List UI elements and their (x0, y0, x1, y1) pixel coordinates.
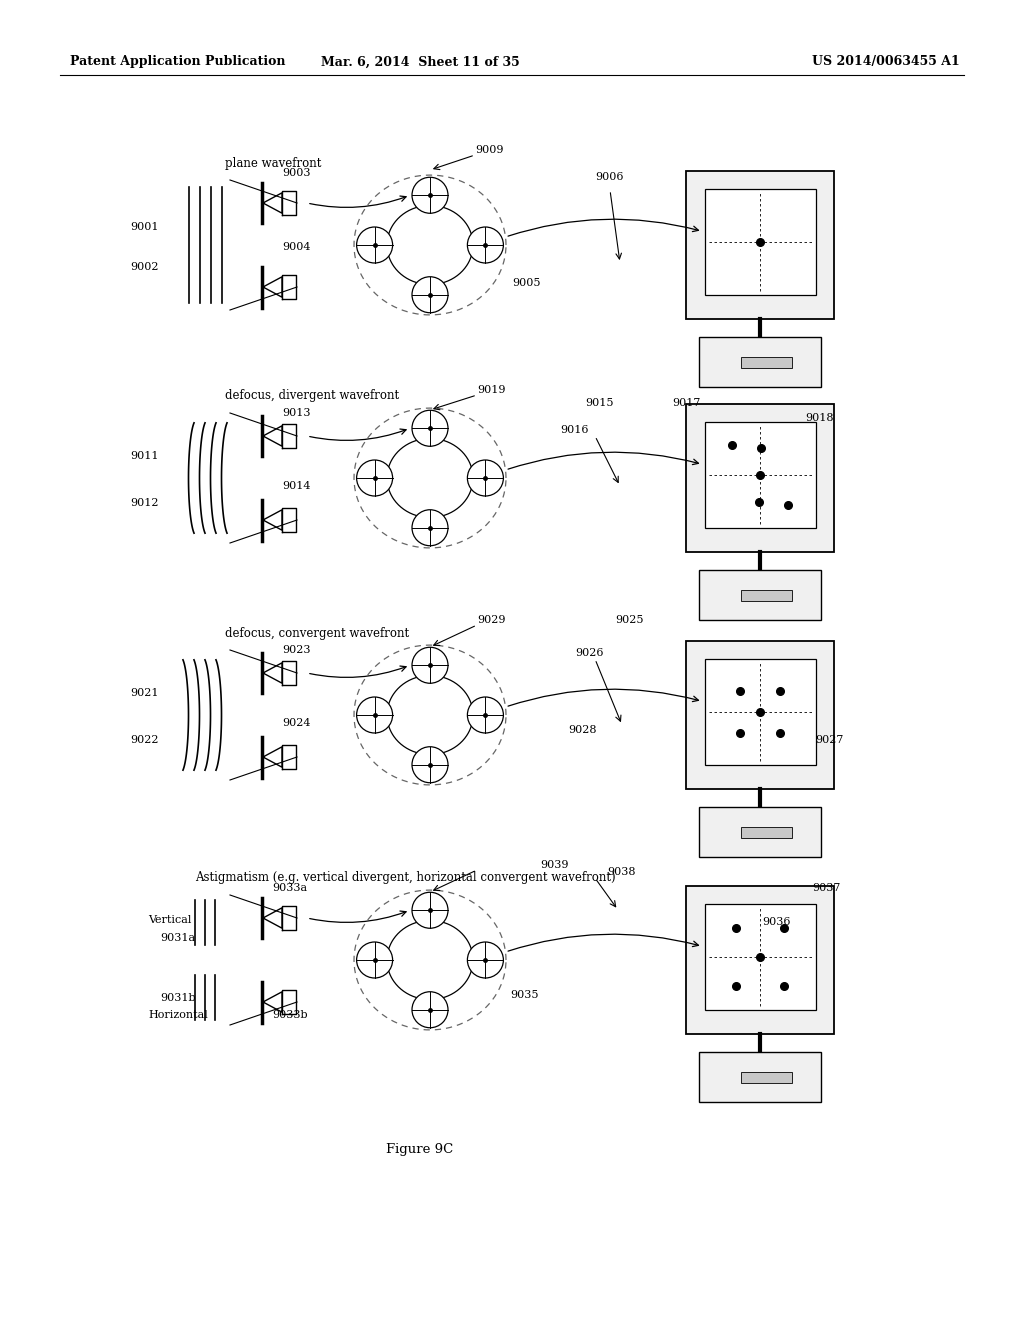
Text: 9013: 9013 (282, 408, 310, 418)
FancyBboxPatch shape (686, 642, 834, 789)
Text: defocus, convergent wavefront: defocus, convergent wavefront (225, 627, 410, 639)
Text: 9023: 9023 (282, 645, 310, 655)
Text: US 2014/0063455 A1: US 2014/0063455 A1 (812, 55, 961, 69)
Text: 9009: 9009 (475, 145, 504, 154)
Text: Horizontal: Horizontal (148, 1010, 208, 1020)
Circle shape (412, 177, 449, 214)
Text: 9039: 9039 (540, 861, 568, 870)
Text: 9021: 9021 (130, 688, 159, 698)
FancyBboxPatch shape (740, 356, 792, 368)
Circle shape (412, 510, 449, 545)
Text: Vertical: Vertical (148, 915, 191, 925)
FancyBboxPatch shape (705, 904, 815, 1010)
Text: Mar. 6, 2014  Sheet 11 of 35: Mar. 6, 2014 Sheet 11 of 35 (321, 55, 519, 69)
Text: 9024: 9024 (282, 718, 310, 729)
Text: Figure 9C: Figure 9C (386, 1143, 454, 1156)
FancyBboxPatch shape (705, 189, 815, 296)
Text: 9006: 9006 (595, 172, 624, 182)
Circle shape (412, 647, 449, 684)
Text: 9003: 9003 (282, 168, 310, 178)
Text: 9036: 9036 (762, 917, 791, 927)
FancyBboxPatch shape (740, 1072, 792, 1082)
Circle shape (467, 942, 504, 978)
FancyBboxPatch shape (699, 807, 820, 857)
Text: 9011: 9011 (130, 451, 159, 461)
Text: 9025: 9025 (615, 615, 643, 624)
FancyBboxPatch shape (699, 570, 820, 620)
Text: 9015: 9015 (585, 399, 613, 408)
Circle shape (412, 747, 449, 783)
FancyBboxPatch shape (686, 886, 834, 1034)
Text: 9002: 9002 (130, 261, 159, 272)
Text: 9014: 9014 (282, 480, 310, 491)
Text: 9004: 9004 (282, 242, 310, 252)
Text: 9016: 9016 (560, 425, 589, 436)
Circle shape (356, 697, 392, 733)
Text: 9033b: 9033b (272, 1010, 307, 1020)
Text: 9012: 9012 (130, 498, 159, 508)
Text: 9022: 9022 (130, 735, 159, 744)
Text: 9017: 9017 (672, 399, 700, 408)
FancyBboxPatch shape (740, 828, 792, 838)
Text: 9001: 9001 (130, 222, 159, 232)
FancyBboxPatch shape (686, 172, 834, 319)
Text: 9035: 9035 (510, 990, 539, 1001)
Circle shape (412, 991, 449, 1028)
FancyBboxPatch shape (740, 590, 792, 601)
Text: Patent Application Publication: Patent Application Publication (70, 55, 286, 69)
Text: 9005: 9005 (512, 279, 541, 288)
Circle shape (356, 942, 392, 978)
Text: 9027: 9027 (815, 735, 844, 744)
Circle shape (467, 227, 504, 263)
FancyBboxPatch shape (686, 404, 834, 552)
Text: 9038: 9038 (607, 867, 636, 876)
Text: 9029: 9029 (477, 615, 506, 624)
Circle shape (467, 459, 504, 496)
Circle shape (356, 459, 392, 496)
Circle shape (412, 411, 449, 446)
FancyBboxPatch shape (699, 337, 820, 387)
FancyBboxPatch shape (699, 1052, 820, 1102)
Text: 9019: 9019 (477, 385, 506, 395)
FancyBboxPatch shape (705, 659, 815, 766)
Circle shape (467, 697, 504, 733)
Text: 9031b: 9031b (160, 993, 196, 1003)
Text: plane wavefront: plane wavefront (225, 157, 322, 169)
Circle shape (412, 277, 449, 313)
Text: 9033a: 9033a (272, 883, 307, 894)
Text: 9026: 9026 (575, 648, 603, 657)
FancyBboxPatch shape (705, 422, 815, 528)
Text: defocus, divergent wavefront: defocus, divergent wavefront (225, 389, 399, 403)
Text: Astigmatism (e.g. vertical divergent, horizontal convergent wavefront): Astigmatism (e.g. vertical divergent, ho… (195, 871, 615, 884)
Text: 9037: 9037 (812, 883, 841, 894)
Circle shape (412, 892, 449, 928)
Circle shape (356, 227, 392, 263)
Text: 9031a: 9031a (160, 933, 196, 942)
Text: 9028: 9028 (568, 725, 597, 735)
Text: 9018: 9018 (805, 413, 834, 422)
